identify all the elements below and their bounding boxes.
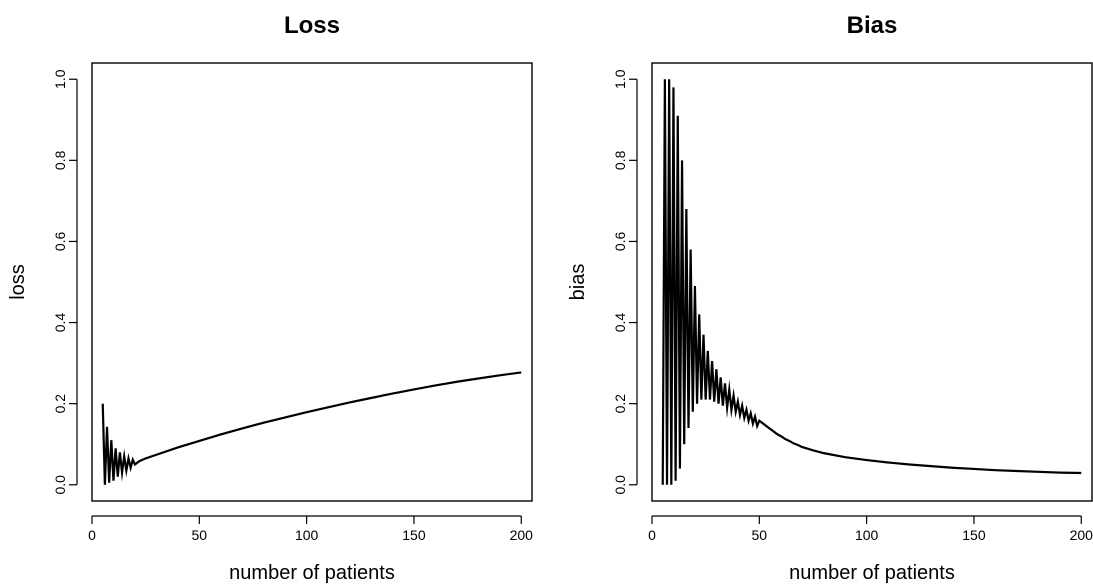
loss-y-axis-title: loss xyxy=(7,264,29,300)
loss-y-tick-label: 0.6 xyxy=(52,232,68,252)
bias-x-tick-label: 150 xyxy=(962,527,986,543)
bias-y-tick-label: 0.2 xyxy=(612,394,628,414)
loss-y-tick-label: 0.8 xyxy=(52,150,68,170)
loss-y-tick-label: 1.0 xyxy=(52,69,68,89)
loss-y-tick-label: 0.4 xyxy=(52,313,68,333)
loss-x-tick-label: 150 xyxy=(402,527,426,543)
loss-x-axis-title: number of patients xyxy=(229,562,395,584)
bias-x-tick-label: 100 xyxy=(855,527,879,543)
bias-x-tick-label: 50 xyxy=(752,527,768,543)
bias-y-tick-label: 1.0 xyxy=(612,69,628,89)
loss-x-tick-label: 200 xyxy=(510,527,534,543)
loss-series-line xyxy=(101,371,522,485)
loss-chart-title: Loss xyxy=(284,12,340,39)
loss-x-tick-label: 100 xyxy=(295,527,319,543)
loss-panel: Loss 0 50 100 150 200 number of patients 0.0 0.2… xyxy=(7,12,533,584)
bias-x-axis-title: number of patients xyxy=(789,562,955,584)
loss-plot-frame xyxy=(91,62,533,502)
bias-y-tick-label: 0.4 xyxy=(612,313,628,333)
bias-y-tick-label: 0.8 xyxy=(612,150,628,170)
bias-plot-frame xyxy=(651,62,1093,502)
loss-y-tick-label: 0.2 xyxy=(52,394,68,414)
loss-x-tick-label: 50 xyxy=(192,527,208,543)
bias-panel: Bias 0 50 100 150 200 number of patients 0.0 0.2… xyxy=(567,12,1093,584)
bias-chart-title: Bias xyxy=(847,12,898,39)
loss-x-tick-label: 0 xyxy=(88,527,96,543)
bias-x-tick-label: 200 xyxy=(1070,527,1093,543)
bias-y-axis-title: bias xyxy=(567,264,589,301)
bias-y-tick-label: 0.0 xyxy=(612,475,628,495)
loss-y-tick-label: 0.0 xyxy=(52,475,68,495)
bias-series-line xyxy=(661,79,1082,485)
bias-x-tick-label: 0 xyxy=(648,527,656,543)
bias-y-tick-label: 0.6 xyxy=(612,232,628,252)
